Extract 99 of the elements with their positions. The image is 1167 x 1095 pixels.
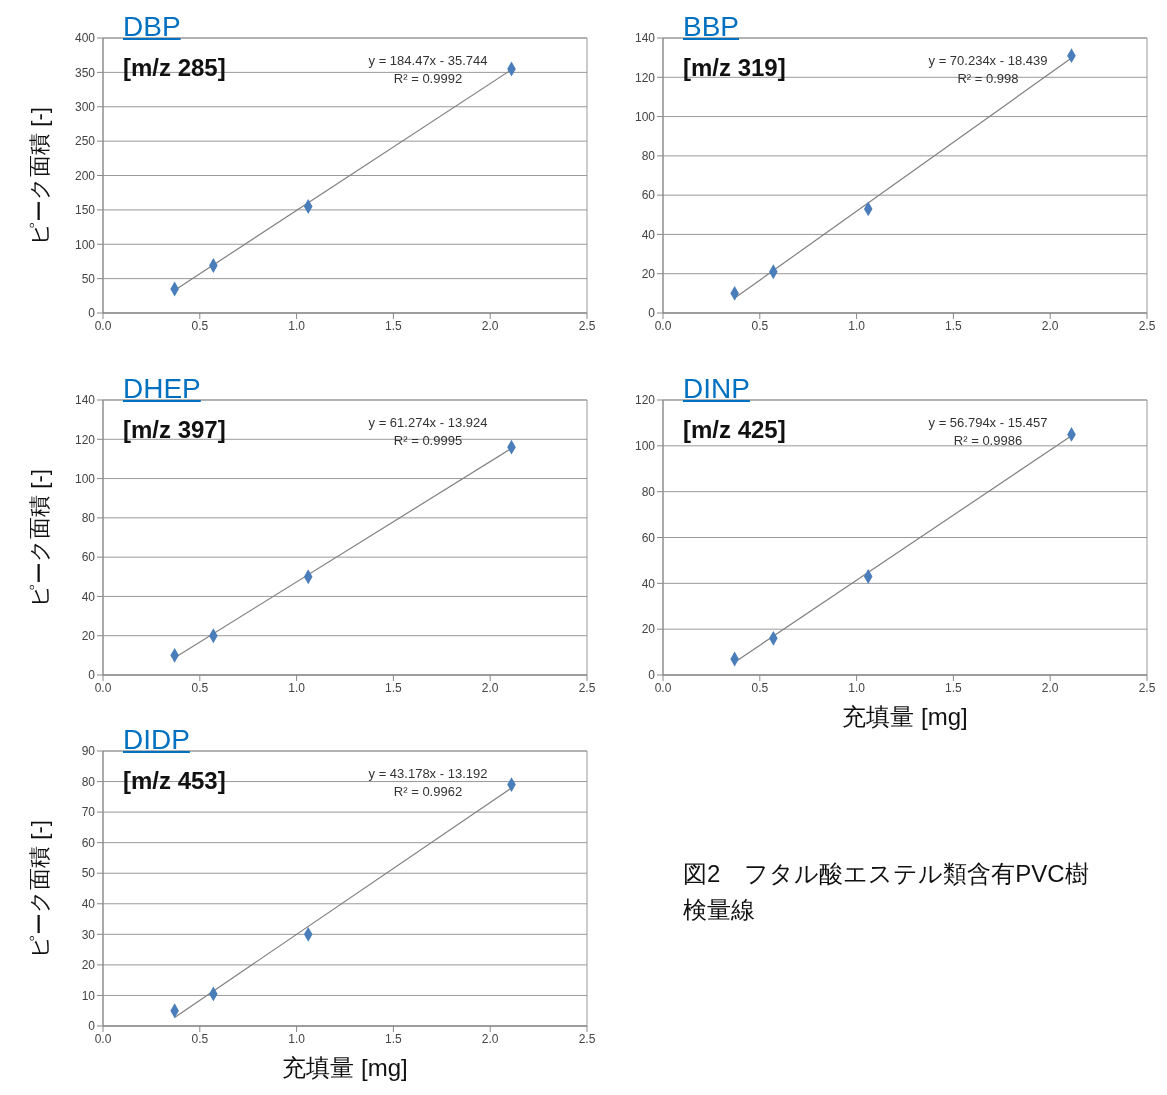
x-axis-title: 充填量 [mg] — [281, 1053, 409, 1083]
x-tick-label: 0.0 — [94, 680, 112, 695]
y-tick-label: 60 — [81, 835, 96, 850]
annotation: y = 184.47x - 35.744 — [367, 52, 489, 70]
chart-title: DINP — [683, 373, 750, 404]
y-axis-title: ピーク面積 [-] — [26, 468, 53, 607]
y-tick-label: 120 — [634, 70, 656, 85]
y-tick-label: 50 — [81, 271, 96, 286]
caption: 図2 フタル酸エステル類含有PVC樹 — [683, 859, 1089, 889]
annotation: R² = 0.9992 — [392, 70, 464, 88]
x-tick-label: 2.0 — [481, 1031, 499, 1046]
y-tick-label: 0 — [88, 306, 96, 321]
y-tick-label: 120 — [634, 393, 656, 408]
x-tick-label: 2.5 — [1138, 318, 1156, 333]
x-tick-label: 0.0 — [94, 1031, 112, 1046]
x-tick-label: 1.0 — [288, 318, 306, 333]
x-tick-label: 1.5 — [385, 680, 403, 695]
x-tick-label: 0.5 — [191, 680, 209, 695]
chart-title: DIDP — [123, 724, 190, 755]
y-tick-label: 120 — [74, 432, 96, 447]
y-tick-label: 20 — [81, 628, 96, 643]
y-tick-label: 400 — [74, 31, 96, 46]
y-tick-label: 0 — [648, 668, 656, 683]
y-tick-label: 100 — [634, 439, 656, 454]
x-tick-label: 0.0 — [94, 318, 112, 333]
x-tick-label: 2.0 — [1041, 318, 1059, 333]
y-tick-label: 60 — [641, 530, 656, 545]
annotation: R² = 0.998 — [956, 70, 1020, 88]
x-tick-label: 0.5 — [191, 318, 209, 333]
y-tick-label: 350 — [74, 65, 96, 80]
y-tick-label: 250 — [74, 134, 96, 149]
text: [m/z 319] — [683, 54, 786, 82]
annotation: R² = 0.9986 — [952, 432, 1024, 450]
chart-title: DHEP — [123, 373, 201, 404]
annotation: y = 70.234x - 18.439 — [927, 52, 1049, 70]
y-tick-label: 140 — [74, 393, 96, 408]
annotation: y = 56.794x - 15.457 — [927, 414, 1049, 432]
y-tick-label: 80 — [641, 149, 656, 164]
y-tick-label: 100 — [74, 471, 96, 486]
x-tick-label: 2.0 — [1041, 680, 1059, 695]
text: 検量線 — [683, 895, 756, 925]
x-tick-label: 1.5 — [945, 318, 963, 333]
y-tick-label: 150 — [74, 203, 96, 218]
chart-title: DBP — [123, 11, 181, 42]
y-tick-label: 20 — [641, 622, 656, 637]
x-tick-label: 2.5 — [578, 680, 596, 695]
annotation: R² = 0.9995 — [392, 432, 464, 450]
x-tick-label: 0.0 — [654, 680, 672, 695]
x-tick-label: 1.0 — [288, 680, 306, 695]
annotation: y = 61.274x - 13.924 — [367, 414, 489, 432]
x-axis-title: 充填量 [mg] — [841, 702, 969, 732]
text: [m/z 285] — [123, 54, 226, 82]
y-tick-label: 40 — [641, 227, 656, 242]
text: [m/z 453] — [123, 767, 226, 795]
x-tick-label: 2.5 — [1138, 680, 1156, 695]
y-tick-label: 60 — [81, 550, 96, 565]
y-tick-label: 50 — [81, 866, 96, 881]
x-tick-label: 0.5 — [751, 318, 769, 333]
y-tick-label: 0 — [88, 1019, 96, 1034]
y-axis-title: ピーク面積 [-] — [26, 106, 53, 245]
y-tick-label: 80 — [81, 774, 96, 789]
y-tick-label: 10 — [81, 988, 96, 1003]
y-tick-label: 0 — [648, 306, 656, 321]
y-tick-label: 20 — [641, 266, 656, 281]
text: [m/z 397] — [123, 416, 226, 444]
x-tick-label: 0.5 — [191, 1031, 209, 1046]
y-tick-label: 40 — [641, 576, 656, 591]
y-tick-label: 60 — [641, 188, 656, 203]
y-tick-label: 0 — [88, 668, 96, 683]
x-tick-label: 2.0 — [481, 680, 499, 695]
y-tick-label: 30 — [81, 927, 96, 942]
y-tick-label: 70 — [81, 805, 96, 820]
annotation: y = 43.178x - 13.192 — [367, 765, 489, 783]
y-tick-label: 100 — [634, 109, 656, 124]
y-tick-label: 300 — [74, 100, 96, 115]
x-tick-label: 1.5 — [945, 680, 963, 695]
y-tick-label: 100 — [74, 237, 96, 252]
y-axis-title: ピーク面積 [-] — [26, 819, 53, 958]
y-tick-label: 20 — [81, 958, 96, 973]
annotation: R² = 0.9962 — [392, 783, 464, 801]
y-tick-label: 90 — [81, 744, 96, 759]
y-tick-label: 140 — [634, 31, 656, 46]
chart-title: BBP — [683, 11, 740, 42]
y-tick-label: 80 — [641, 484, 656, 499]
x-tick-label: 1.5 — [385, 1031, 403, 1046]
x-tick-label: 2.0 — [481, 318, 499, 333]
y-tick-label: 200 — [74, 168, 96, 183]
x-tick-label: 0.0 — [654, 318, 672, 333]
y-tick-label: 80 — [81, 511, 96, 526]
y-tick-label: 40 — [81, 589, 96, 604]
x-tick-label: 1.5 — [385, 318, 403, 333]
x-tick-label: 0.5 — [751, 680, 769, 695]
x-tick-label: 2.5 — [578, 1031, 596, 1046]
y-tick-label: 40 — [81, 897, 96, 912]
x-tick-label: 1.0 — [848, 680, 866, 695]
x-tick-label: 2.5 — [578, 318, 596, 333]
x-tick-label: 1.0 — [848, 318, 866, 333]
text: [m/z 425] — [683, 416, 786, 444]
x-tick-label: 1.0 — [288, 1031, 306, 1046]
